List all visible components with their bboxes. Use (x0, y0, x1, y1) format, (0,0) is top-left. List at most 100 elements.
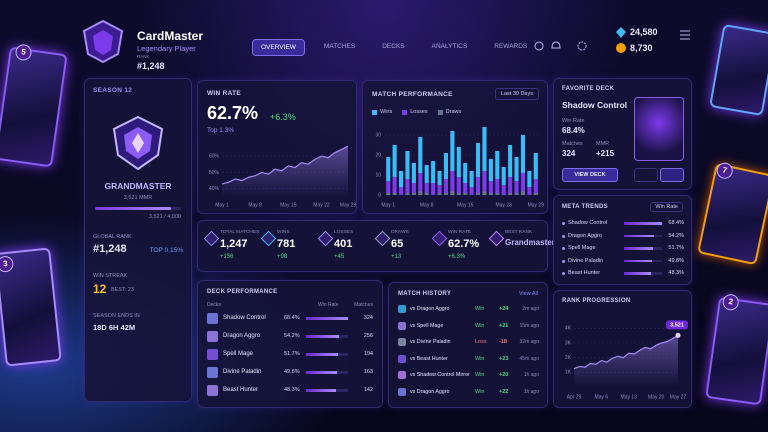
menu-icon[interactable] (679, 30, 691, 40)
view-all-link[interactable]: View All (518, 291, 538, 297)
win-rate-bar (306, 353, 338, 356)
progress: 3,521 / 4,000 (148, 214, 181, 220)
bar-segment (463, 183, 468, 193)
icon-button[interactable] (634, 168, 658, 182)
nav-tab[interactable]: ANALYTICS (431, 43, 468, 50)
win-rate: 51.7% (668, 245, 684, 251)
bar-segment (424, 183, 429, 193)
win-rate: 68.4% (668, 220, 684, 226)
win-rate-sub: Top 1.3% (207, 127, 235, 134)
end-label-bg (666, 320, 688, 330)
win-rate: 68.4% (284, 315, 300, 321)
opponent-icon (398, 321, 406, 330)
nav-tab[interactable]: DECKS (382, 43, 405, 50)
bar-segment (443, 153, 449, 179)
stat-change: +98 (277, 254, 288, 260)
y-tick-label: 2K (565, 355, 572, 361)
stat-value: 401 (334, 238, 353, 250)
bar-segment (482, 127, 487, 171)
bar-segment (386, 181, 391, 193)
deck-icon (207, 367, 218, 378)
bar-segment (443, 193, 449, 195)
bar-segment (411, 193, 416, 195)
bar-segment (405, 151, 410, 179)
deck-performance-panel: DECK PERFORMANCE Decks Win Rate Matches Sha… (197, 280, 383, 408)
gems: 24,580 (630, 27, 658, 37)
opponent: vs Dragon Aggro (410, 306, 450, 312)
panel-title: DECK PERFORMANCE (207, 289, 278, 295)
stat-change: +13 (391, 254, 402, 260)
y-tick-label: 1K (565, 370, 572, 376)
bar-segment (508, 177, 513, 193)
panel-title: META TRENDS (562, 204, 608, 210)
nav-tab[interactable]: REWARDS (494, 43, 528, 50)
matches: 142 (363, 387, 373, 393)
bar-segment (469, 171, 474, 187)
bar-segment (508, 145, 513, 177)
matches-label: Matches (562, 141, 583, 147)
deck-icon (207, 313, 218, 324)
icon-button[interactable] (660, 168, 684, 182)
bar-segment (520, 173, 526, 191)
deck-name: Shadow Control (568, 220, 608, 226)
legend-label: Wins (380, 109, 393, 115)
nav-tab[interactable]: OVERVIEW (252, 39, 305, 56)
x-tick-label: May 29 (528, 202, 545, 208)
bar-segment (386, 157, 391, 181)
bar-segment (424, 165, 429, 183)
bar-segment (514, 181, 519, 193)
time: 45m ago (519, 355, 539, 362)
stat-value: 65 (391, 238, 404, 250)
card-badge: 7 (715, 161, 735, 181)
bar-segment (488, 181, 493, 193)
bar-segment (527, 171, 532, 187)
line (221, 145, 349, 185)
trend-bar (624, 272, 651, 275)
x-tick-label: May 13 (621, 394, 638, 400)
opponent: vs Dragon Aggro (410, 388, 450, 395)
trend-bar (624, 259, 652, 262)
time: 15m ago (519, 322, 539, 329)
view-deck-button[interactable]: VIEW DECK (562, 168, 618, 182)
time: 32m ago (519, 339, 539, 345)
toolbar-icons[interactable] (532, 38, 592, 54)
best-streak: BEST: 23 (111, 287, 134, 293)
bar-segment (456, 147, 461, 177)
deck-name: Beast Hunter (223, 387, 259, 393)
panel-title: MATCH PERFORMANCE (372, 91, 453, 98)
bar-segment (456, 193, 461, 195)
column-header: Decks (207, 302, 221, 308)
win-rate-bar (306, 389, 336, 392)
bar-segment (392, 193, 397, 195)
bar-segment (495, 179, 500, 193)
nav-tab[interactable]: MATCHES (323, 43, 356, 50)
bar-segment (463, 193, 468, 195)
bar-segment (488, 193, 493, 195)
side-card: 2 (705, 293, 768, 406)
bar-segment (495, 151, 500, 179)
panel-title: WIN RATE (207, 90, 242, 97)
panel-title: MATCH HISTORY (398, 291, 452, 297)
stat-value: Grandmaster (505, 238, 555, 247)
x-tick-label: May 29 (340, 202, 356, 208)
stat-icon (317, 230, 334, 247)
rank-progression-chart: 1K 2K 3K 4K Apr 29 May 6 May 13 May 20 May 27 3,5… (565, 320, 688, 400)
x-tick-label: May 6 (595, 394, 609, 400)
range-dropdown[interactable]: Last 30 Days (494, 88, 539, 100)
side-card: 7 (697, 161, 768, 266)
matches: 324 (562, 149, 576, 158)
filter-dropdown[interactable]: Win Rate (650, 202, 683, 212)
y-tick-label: 30 (375, 132, 381, 138)
y-tick-label: 3K (565, 340, 572, 346)
bar-segment (475, 143, 481, 177)
bar-segment (533, 179, 538, 193)
subtitle: Legendary Player (137, 44, 196, 53)
x-tick-label: May 27 (670, 394, 687, 400)
win-streak-label: WIN STREAK (93, 273, 128, 279)
stat-icon (431, 230, 448, 247)
stats-panel: TOTAL MATCHES 1,247 +156 WINS 781 +98 LOSSES 40… (197, 220, 555, 272)
season-ends: 18D 6H 42M (93, 323, 136, 332)
win-rate-value: 62.7% (207, 103, 259, 123)
